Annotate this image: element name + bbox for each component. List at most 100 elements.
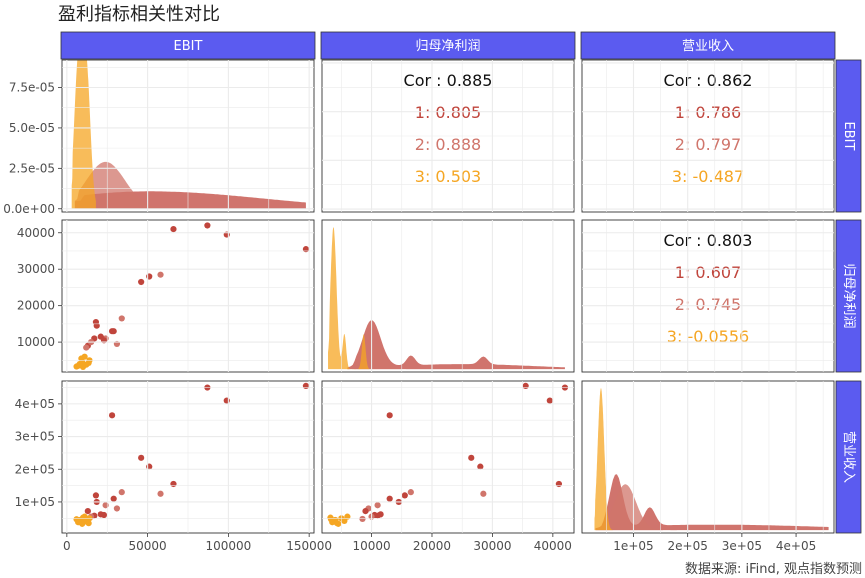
scatter-point-group-2 — [102, 502, 109, 509]
panel-border — [321, 219, 575, 373]
correlation-overall: Cor : 0.803 — [664, 231, 753, 250]
scatter-point-group-1 — [170, 226, 177, 233]
y-tick-label: 0.0e+00 — [3, 202, 55, 216]
density-curve-group-3 — [594, 388, 613, 531]
panel-border — [581, 380, 835, 534]
x-tick-label: 20000 — [413, 539, 451, 553]
correlation-overall: Cor : 0.862 — [664, 71, 753, 90]
scatter-point-group-3 — [85, 520, 92, 527]
panel-grid — [582, 220, 834, 372]
panel-grid — [62, 220, 314, 372]
scatter-point-group-1 — [93, 322, 100, 329]
x-tick-label: 1e+05 — [613, 539, 653, 553]
scatter-point-group-2 — [157, 490, 164, 497]
scatter-point-group-3 — [73, 363, 80, 370]
scatter-point-group-1 — [362, 507, 369, 515]
y-tick-label: 20000 — [17, 299, 55, 313]
panel-grid — [322, 381, 574, 533]
y-tick-label: 2e+05 — [15, 462, 55, 476]
panel-grid — [606, 381, 824, 533]
scatter-point-group-1 — [138, 454, 145, 461]
column-strip-label: EBIT — [174, 39, 203, 54]
panel-border — [321, 380, 575, 534]
panel-grid — [322, 60, 574, 212]
x-tick-label: 4e+05 — [776, 539, 816, 553]
scatter-point-group-2 — [118, 489, 125, 496]
scatter-point-group-2 — [157, 271, 164, 278]
y-tick-label: 2.5e-05 — [9, 161, 55, 175]
column-strip-label: 归母净利润 — [415, 39, 480, 54]
chart-caption: 数据来源: iFind, 观点指数预测 — [685, 562, 862, 577]
scatter-point-group-1 — [386, 412, 393, 419]
row-strip — [835, 59, 862, 213]
scatter-point-group-1 — [555, 480, 562, 488]
density-curve-group-3 — [71, 60, 96, 209]
column-strip — [580, 31, 836, 60]
correlation-group-3: 3: -0.487 — [672, 167, 744, 186]
correlation-group-2: 2: 0.888 — [415, 135, 481, 154]
correlation-group-2: 2: 0.745 — [675, 295, 741, 314]
row-strip-label: 归母净利润 — [841, 263, 856, 328]
scatter-point-group-2 — [118, 315, 125, 322]
scatter-point-group-2 — [480, 490, 487, 497]
y-tick-label: 7.5e-05 — [9, 80, 55, 94]
scatter-point-group-3 — [79, 520, 86, 527]
panel-2-2 — [581, 380, 835, 534]
scatter-point-group-2 — [83, 344, 90, 351]
scatter-point-group-1 — [477, 463, 484, 470]
panel-grid — [582, 60, 834, 212]
panel-background — [322, 381, 574, 533]
correlation-group-1: 1: 0.786 — [675, 103, 741, 122]
density-curve-group-3 — [328, 227, 370, 370]
x-tick-label: 0 — [63, 539, 71, 553]
scatter-point-group-3 — [344, 513, 351, 520]
y-tick-label: 1e+05 — [15, 495, 55, 509]
panel-grid — [62, 381, 314, 533]
y-tick-label: 10000 — [17, 335, 55, 349]
panel-1-1 — [321, 219, 575, 373]
x-tick-label: 30000 — [473, 539, 511, 553]
density-curve-group-1 — [595, 474, 829, 531]
scatter-point-group-1 — [204, 222, 211, 229]
x-tick-label: 10000 — [352, 539, 390, 553]
correlation-group-1: 1: 0.805 — [415, 103, 481, 122]
density-curve-group-2 — [74, 161, 172, 209]
scatter-point-group-1 — [401, 492, 408, 499]
row-strip-label: EBIT — [841, 122, 856, 151]
correlation-overall: Cor : 0.885 — [404, 71, 493, 90]
row-strip — [835, 219, 862, 373]
x-tick-label: 50000 — [129, 539, 167, 553]
scatter-point-group-1 — [302, 382, 310, 390]
panel-1-2: Cor : 0.803 1: 0.607 2: 0.745 3: -0.0556 — [581, 219, 835, 373]
scatter-point-group-1 — [522, 382, 529, 390]
scatter-point-group-1 — [110, 328, 117, 335]
density-curve-group-2 — [347, 345, 493, 370]
scatter-point-group-1 — [100, 511, 108, 519]
scatter-point-group-2 — [113, 505, 121, 512]
row-strip-label: 营业收入 — [841, 431, 856, 483]
scatter-point-group-2 — [359, 515, 366, 523]
panel-background — [582, 220, 834, 372]
scatter-point-group-3 — [85, 359, 92, 366]
y-tick-label: 40000 — [17, 226, 55, 240]
column-strip — [60, 31, 316, 60]
x-tick-label: 40000 — [534, 539, 572, 553]
y-tick-label: 5.0e-05 — [9, 121, 55, 135]
column-strip — [320, 31, 576, 60]
density-curve-group-2 — [595, 484, 677, 531]
scatter-point-group-1 — [223, 397, 230, 404]
correlation-group-3: 3: -0.0556 — [667, 327, 749, 346]
scatter-point-group-3 — [335, 520, 342, 527]
scatter-point-group-1 — [468, 454, 475, 461]
scatter-point-group-1 — [84, 507, 91, 515]
x-tick-label: 100000 — [205, 539, 251, 553]
x-tick-label: 2e+05 — [668, 539, 708, 553]
scatter-point-group-1 — [146, 273, 153, 280]
y-tick-label: 4e+05 — [15, 397, 55, 411]
x-tick-label: 3e+05 — [722, 539, 762, 553]
scatter-point-group-2 — [374, 502, 381, 509]
x-tick-label: 150000 — [286, 539, 332, 553]
scatter-point-group-1 — [386, 495, 393, 502]
